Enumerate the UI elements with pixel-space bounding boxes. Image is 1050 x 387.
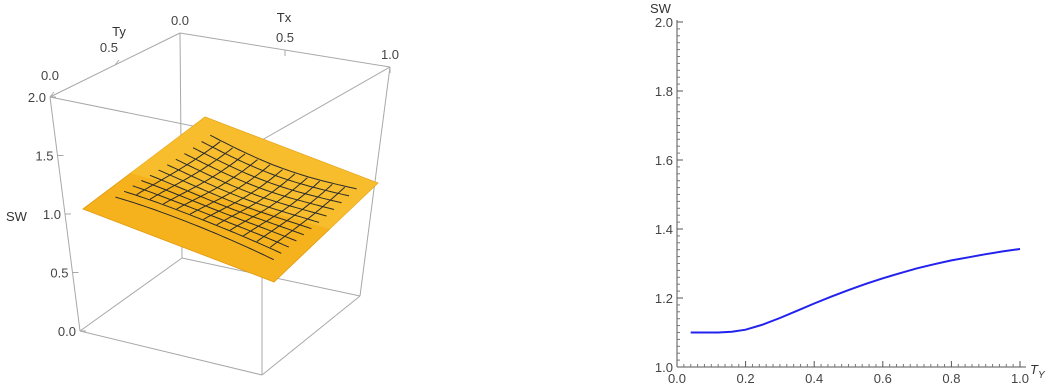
line-plot-2d: 0.0 0.2 0.4 0.6 0.8 1.01.01.21.41.61.82.0 SW … xyxy=(650,1,1046,386)
y-tick-label: 1.8 xyxy=(655,84,673,99)
mesh-line-v xyxy=(243,180,321,237)
mesh-line-v xyxy=(189,164,271,215)
x-tick-label: 0.4 xyxy=(805,371,823,386)
surface-mesh xyxy=(115,134,357,261)
y-tick-label: 0.0 xyxy=(41,68,59,83)
ticks-2d: 0.0 0.2 0.4 0.6 0.8 1.0 1.0 1.2 1.4 1.6 1.8 2.0 xyxy=(655,15,1029,386)
mesh-line-v xyxy=(136,141,221,196)
surface xyxy=(82,116,379,283)
y-axis-title-2d: SW xyxy=(650,1,672,16)
surface-plot-3d: 0.0 0.5 1.0 1.5 2.0 0.0 0.5 1.0 0.0 0.5 Tx Ty SW xyxy=(6,10,399,376)
z-tick-label: 1.5 xyxy=(35,149,53,164)
y-tick-label: 2.0 xyxy=(655,15,673,30)
z-tick-label: 1.0 xyxy=(43,207,61,222)
y-tick-label: 1.2 xyxy=(655,291,673,306)
x-axis-title-sub: Y xyxy=(1038,370,1046,381)
axes-2d xyxy=(676,20,1026,368)
x-tick-label: 0.8 xyxy=(942,371,960,386)
x-tick-label: 0.0 xyxy=(171,13,189,28)
x-axis-title: Tx xyxy=(277,10,292,25)
mesh-line-v xyxy=(163,153,246,205)
series-line xyxy=(690,248,1021,334)
mesh-line-v xyxy=(216,173,296,226)
x-tick-label: 0.6 xyxy=(874,371,892,386)
x-tick-label: 1.0 xyxy=(381,47,399,62)
z-tick-label: 0.0 xyxy=(58,324,76,339)
mesh-line-u xyxy=(123,190,282,254)
x-axis-title-main: T xyxy=(1030,362,1039,377)
y-tick-mark xyxy=(49,91,55,98)
x-tick-label: 0.2 xyxy=(737,371,755,386)
x-axis-title-2d: TY xyxy=(1030,362,1046,381)
mesh-line-v xyxy=(203,169,283,220)
mesh-line-v xyxy=(229,177,308,231)
axis-ticks-3d: 0.0 0.5 1.0 1.5 2.0 0.0 0.5 1.0 0.0 0.5 xyxy=(28,13,399,339)
mesh-line-v xyxy=(256,183,333,243)
y-axis-title: Ty xyxy=(112,24,126,39)
z-tick-label: 0.5 xyxy=(50,266,68,281)
mesh-line-u xyxy=(115,196,275,261)
surface-shade xyxy=(130,117,378,229)
z-axis-title: SW xyxy=(6,209,28,224)
y-tick-label: 1.0 xyxy=(655,360,673,375)
mesh-line-v xyxy=(149,147,233,200)
x-tick-label: 1.0 xyxy=(1011,371,1029,386)
x-tick-label: 0.5 xyxy=(276,30,294,45)
y-tick-label: 1.6 xyxy=(655,153,673,168)
y-tick-mark xyxy=(114,59,120,66)
mesh-line-v xyxy=(269,186,346,248)
y-tick-label: 0.5 xyxy=(100,40,118,55)
mesh-line-v xyxy=(176,159,258,210)
x-tick-label: 0.0 xyxy=(668,371,686,386)
mesh-line-u xyxy=(209,134,357,190)
y-tick-label: 1.4 xyxy=(655,222,673,237)
z-tick-label: 2.0 xyxy=(28,90,46,105)
